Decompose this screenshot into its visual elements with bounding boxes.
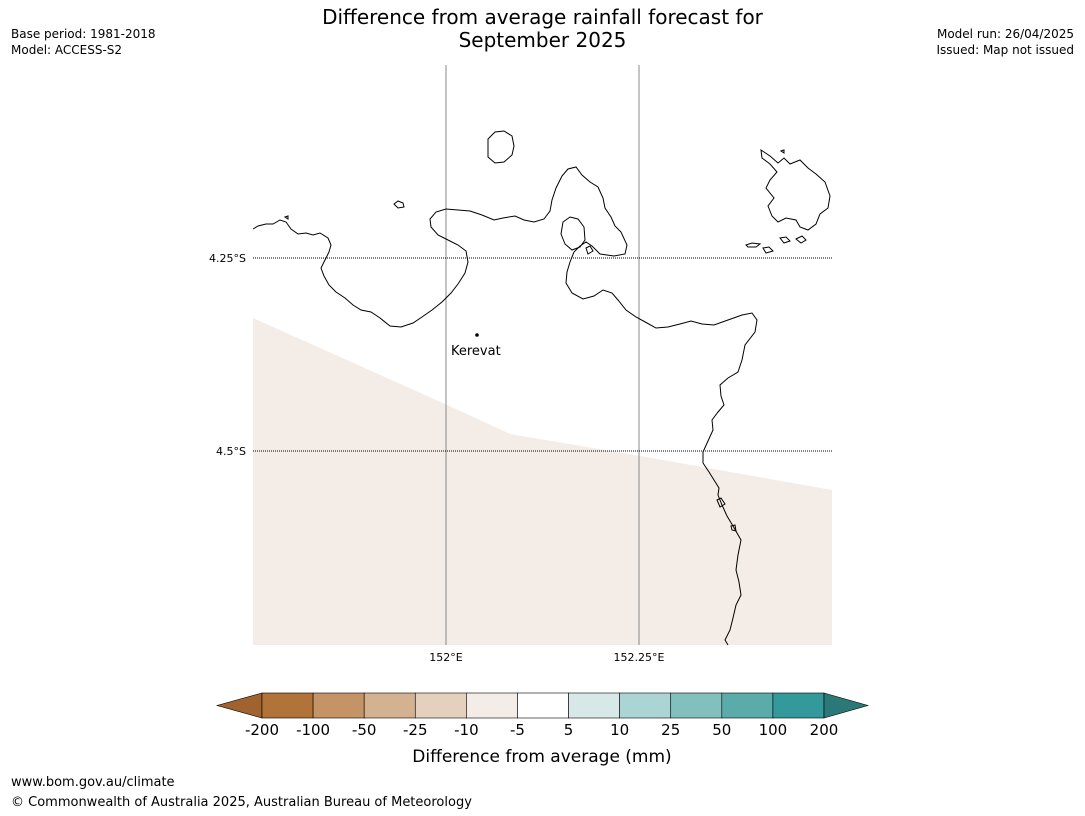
colorbar-tick-label: 25 xyxy=(661,721,680,739)
title-line-2: September 2025 xyxy=(458,28,627,52)
islet-9 xyxy=(730,524,737,532)
colorbar-tick-label: -25 xyxy=(403,721,428,739)
islet-1 xyxy=(393,200,405,209)
lat-label-4-25s: 4.25°S xyxy=(209,252,246,265)
model-run: Model run: 26/04/2025 xyxy=(936,27,1074,41)
colorbar-segment xyxy=(721,692,774,719)
islet-4 xyxy=(779,236,791,244)
kerevat-label: Kerevat xyxy=(451,344,501,359)
kerevat-marker xyxy=(475,333,479,337)
colorbar-tick-label: -5 xyxy=(510,721,525,739)
colorbar-tick-label: -50 xyxy=(352,721,377,739)
footer-copyright: © Commonwealth of Australia 2025, Austra… xyxy=(11,795,472,810)
islet-3 xyxy=(283,215,289,220)
lat-label-4-5s: 4.5°S xyxy=(216,445,246,458)
colorbar-ticks: -200 -100 -50 -25 -10 -5 5 10 25 50 100 200 xyxy=(245,721,838,739)
islands-east xyxy=(760,148,831,231)
coastline-main xyxy=(252,166,758,646)
colorbar-tick-label: -200 xyxy=(245,721,279,739)
colorbar-segment xyxy=(517,692,569,719)
colorbar-extend-high xyxy=(823,692,870,719)
colorbar-tick-label: -10 xyxy=(454,721,479,739)
colorbar-segment xyxy=(772,692,825,719)
colorbar-segment xyxy=(670,692,723,719)
islet-10 xyxy=(779,149,785,154)
colorbar-segment xyxy=(466,692,518,719)
islet-6 xyxy=(762,246,774,254)
islet-7 xyxy=(795,235,807,244)
colorbar-tick-label: 100 xyxy=(759,721,788,739)
islet-2 xyxy=(585,245,594,255)
colorbar-segment xyxy=(568,692,620,719)
colorbar-segment xyxy=(619,692,672,719)
shaded-forecast-region xyxy=(253,318,832,645)
map-title: Difference from average rainfall forecas… xyxy=(0,6,1085,52)
island-north xyxy=(487,130,515,164)
colorbar-tick-label: 5 xyxy=(564,721,574,739)
colorbar-tick-label: 200 xyxy=(810,721,839,739)
colorbar-tick-label: -100 xyxy=(296,721,330,739)
issued-status: Issued: Map not issued xyxy=(936,43,1074,57)
base-period: Base period: 1981-2018 xyxy=(11,27,156,41)
colorbar-tick-label: 10 xyxy=(610,721,629,739)
islet-8 xyxy=(716,497,726,508)
colorbar-extend-low xyxy=(215,692,263,719)
footer-url: www.bom.gov.au/climate xyxy=(11,775,175,790)
colorbar-tick-label: 50 xyxy=(712,721,731,739)
coastline xyxy=(252,130,831,646)
colorbar-segment xyxy=(414,692,467,719)
colorbar-segment xyxy=(312,692,365,719)
colorbar-segment xyxy=(363,692,416,719)
meta-right: Model run: 26/04/2025 Issued: Map not is… xyxy=(936,26,1074,58)
islet-5 xyxy=(745,242,762,248)
meta-left: Base period: 1981-2018 Model: ACCESS-S2 xyxy=(11,26,156,58)
colorbar-segment xyxy=(261,692,314,719)
lon-label-152e: 152°E xyxy=(429,651,462,664)
coastline-left-lobe xyxy=(560,216,586,251)
model-name: Model: ACCESS-S2 xyxy=(11,43,123,57)
colorbar xyxy=(215,692,870,719)
colorbar-title: Difference from average (mm) xyxy=(412,747,671,767)
title-line-1: Difference from average rainfall forecas… xyxy=(322,5,763,29)
lon-label-152-25e: 152.25°E xyxy=(614,651,665,664)
